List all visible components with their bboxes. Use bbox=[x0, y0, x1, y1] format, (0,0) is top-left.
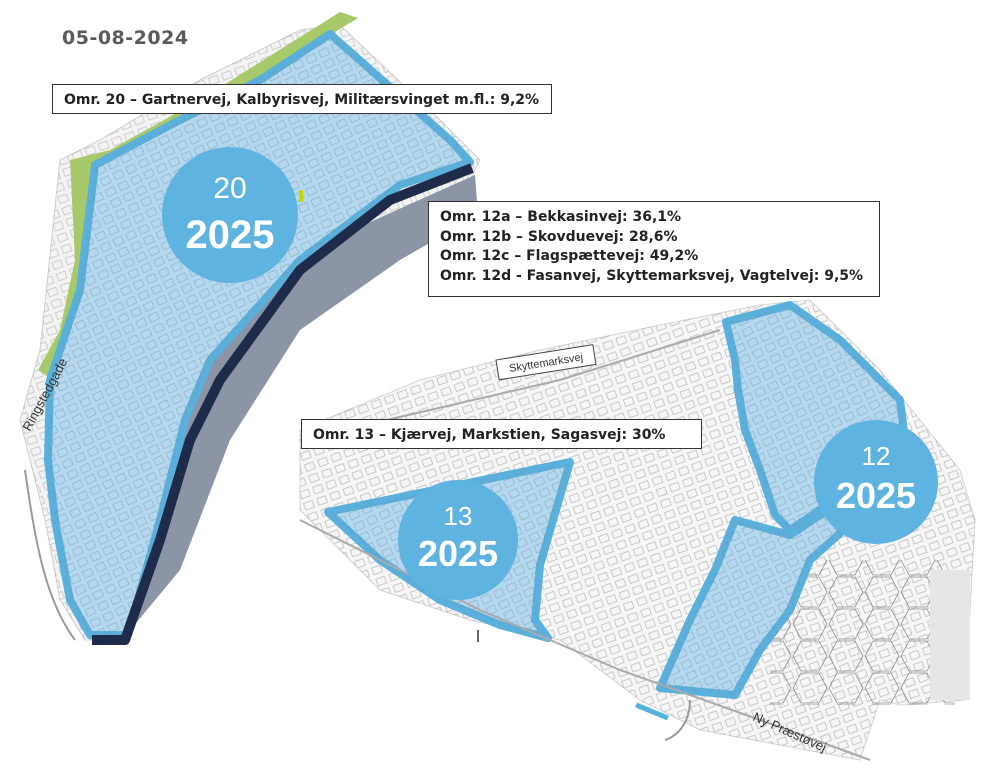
badge-20-year: 2025 bbox=[186, 213, 275, 257]
info-area-12d-line: Omr. 12d - Fasanvej, Skyttemarksvej, Vag… bbox=[440, 267, 864, 284]
badge-12-year: 2025 bbox=[836, 475, 916, 516]
info-box-area-20: Omr. 20 – Gartnervej, Kalbyrisvej, Milit… bbox=[52, 84, 552, 114]
badge-13-year: 2025 bbox=[418, 533, 498, 574]
badge-area-12[interactable]: 12 2025 bbox=[814, 420, 938, 544]
info-area-12b-line: Omr. 12b – Skovduevej: 28,6% bbox=[440, 228, 678, 245]
info-box-area-12: Omr. 12a – Bekkasinvej: 36,1% Omr. 12b –… bbox=[428, 201, 880, 297]
badge-20-number: 20 bbox=[213, 172, 246, 205]
map-date: 05-08-2024 bbox=[62, 27, 189, 49]
railway-line bbox=[92, 163, 474, 645]
badge-13-number: 13 bbox=[444, 501, 473, 531]
badge-area-13[interactable]: 13 2025 bbox=[398, 480, 518, 600]
badge-area-20[interactable]: 20 2025 bbox=[162, 147, 298, 283]
badge-12-number: 12 bbox=[862, 441, 891, 471]
info-area-12c-line: Omr. 12c – Flagspættevej: 49,2% bbox=[440, 248, 699, 264]
info-area-12a-line: Omr. 12a – Bekkasinvej: 36,1% bbox=[440, 209, 682, 225]
street-label-skyttemarksvej-box: Skyttemarksvej bbox=[495, 344, 597, 381]
info-area-20-line: Omr. 20 – Gartnervej, Kalbyrisvej, Milit… bbox=[64, 92, 540, 108]
info-box-area-13: Omr. 13 – Kjærvej, Markstien, Sagasvej: … bbox=[301, 419, 702, 449]
map-piece-right bbox=[299, 299, 976, 761]
info-area-13-line: Omr. 13 – Kjærvej, Markstien, Sagasvej: … bbox=[313, 427, 666, 443]
